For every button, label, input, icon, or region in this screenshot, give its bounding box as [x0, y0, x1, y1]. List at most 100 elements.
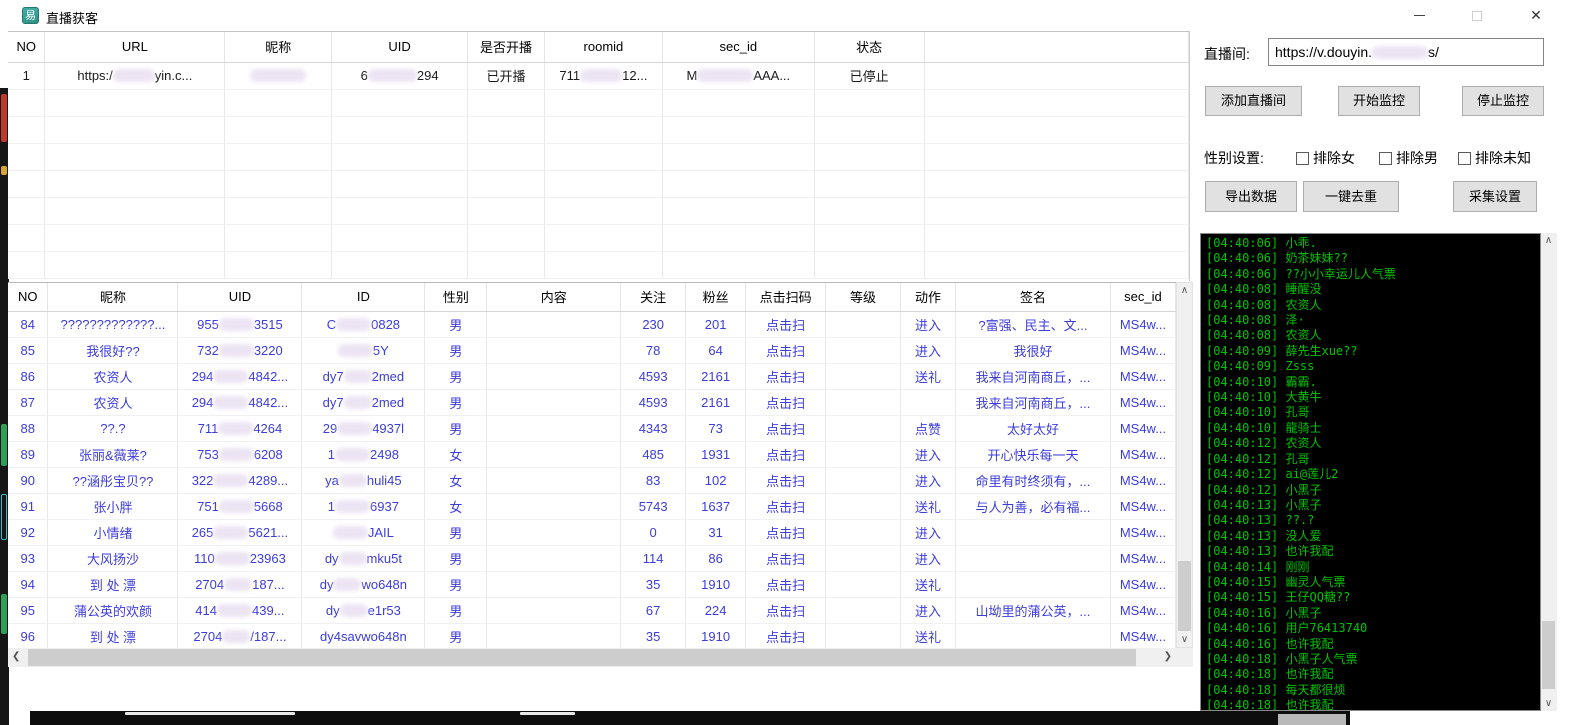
column-header[interactable]: UID — [177, 283, 303, 312]
checkbox-icon[interactable] — [1458, 152, 1471, 165]
table-row[interactable]: 1 https:/yin.c... 6 294 已开播 711 12... M AAA... 已停… — [8, 62, 1190, 90]
scroll-down-icon[interactable]: ∨ — [1180, 634, 1189, 645]
table-row[interactable]: 92 小情绪 265 5621... JAIL 男 0 31 点击扫 进入 MS4w... — [8, 519, 1177, 546]
table-row[interactable]: 94 到 处 漂 2704 187... dy wo648n 男 35 1910 点击扫 送礼 MS4… — [8, 571, 1177, 598]
table-cell — [8, 197, 46, 225]
scan-qrcode-link[interactable]: 点击扫 — [745, 441, 827, 468]
table-row[interactable]: 87 农资人 294 4842... dy7 2med 男 4593 2161 点击扫 我来自河南商… — [8, 389, 1177, 416]
stop-monitor-button[interactable]: 停止监控 — [1462, 86, 1544, 116]
audience-table-hscrollbar[interactable]: ❮ ❯ — [8, 648, 1176, 667]
column-header[interactable]: 关注 — [620, 283, 687, 312]
table-cell — [825, 415, 901, 442]
column-header[interactable]: 昵称 — [47, 283, 179, 312]
minimize-button[interactable] — [1396, 0, 1442, 30]
scroll-up-icon[interactable]: ∧ — [1544, 235, 1553, 246]
table-cell: MS4w... — [1110, 493, 1177, 520]
export-data-button[interactable]: 导出数据 — [1205, 181, 1297, 212]
scan-qrcode-link[interactable]: 点击扫 — [745, 597, 827, 624]
scroll-right-icon[interactable]: ❯ — [1163, 651, 1172, 662]
column-header[interactable]: roomid — [544, 32, 663, 63]
table-cell: 73 — [685, 415, 747, 442]
table-row[interactable]: 84?????????????... 955 3515 C 0828 男 230 201 点击扫… — [8, 311, 1177, 338]
scroll-down-icon[interactable]: ∨ — [1544, 698, 1553, 709]
gender-settings-label: 性别设置: — [1204, 150, 1264, 166]
console-vscrollbar[interactable]: ∧ ∨ — [1541, 233, 1557, 711]
scan-qrcode-link[interactable]: 点击扫 — [745, 363, 827, 390]
checkbox-icon[interactable] — [1379, 152, 1392, 165]
column-header[interactable]: 状态 — [814, 32, 925, 63]
table-row[interactable]: 96 到 处 漂 2704/187... dy4savwo648n 男 35 1910 点击扫… — [8, 623, 1177, 650]
table-row[interactable]: 89 张丽&薇莱? 753 6208 1 2498 女 485 1931 点击扫 进入 开心快乐每一天… — [8, 441, 1177, 468]
table-cell — [486, 597, 622, 624]
start-monitor-button[interactable]: 开始监控 — [1338, 86, 1420, 116]
table-row[interactable]: 93 大风扬沙 110 23963 dy mku5t 男 114 86 点击扫 进入 MS4w... — [8, 545, 1177, 572]
scrollbar-thumb[interactable] — [28, 649, 1136, 666]
column-header[interactable]: 昵称 — [224, 32, 333, 63]
scan-qrcode-link[interactable]: 点击扫 — [745, 389, 827, 416]
column-header[interactable]: 是否开播 — [467, 32, 545, 63]
column-header[interactable]: 等级 — [825, 283, 901, 312]
column-header[interactable]: 性别 — [424, 283, 488, 312]
liveroom-table: NO URL 昵称 UID 是否开播 roomid sec_id 状态 1 https:/yin.… — [8, 31, 1190, 281]
column-header[interactable] — [924, 32, 1190, 63]
scroll-up-icon[interactable]: ∧ — [1180, 285, 1189, 296]
scan-qrcode-link[interactable]: 点击扫 — [745, 337, 827, 364]
table-cell — [544, 143, 663, 171]
titlebar: 易 直播获客 ✕ — [0, 0, 1588, 30]
column-header[interactable]: 内容 — [486, 283, 622, 312]
table-cell — [924, 62, 1190, 90]
column-header[interactable]: NO — [8, 283, 49, 312]
dedupe-button[interactable]: 一键去重 — [1303, 181, 1399, 212]
column-header[interactable]: 动作 — [900, 283, 956, 312]
column-header[interactable]: NO — [8, 32, 46, 63]
scan-qrcode-link[interactable]: 点击扫 — [745, 311, 827, 338]
background-window-bar — [30, 711, 1350, 725]
scan-qrcode-link[interactable]: 点击扫 — [745, 571, 827, 598]
table-row[interactable]: 88??.? 711 4264 29 4937l 男 4343 73 点击扫 点赞 太好太好 MS4w… — [8, 415, 1177, 442]
table-cell — [486, 389, 622, 416]
table-cell: JAIL — [301, 519, 426, 546]
column-header[interactable]: 点击扫码 — [745, 283, 827, 312]
table-cell: 进入 — [900, 545, 956, 572]
column-header[interactable]: sec_id — [1110, 283, 1177, 312]
exclude-unknown-checkbox[interactable]: 排除未知 — [1458, 148, 1531, 168]
table-cell — [486, 363, 622, 390]
table-row[interactable]: 85 我很好?? 732 3220 5Y 男 78 64 点击扫 进入 我很好 MS4w... — [8, 337, 1177, 364]
collect-settings-button[interactable]: 采集设置 — [1453, 181, 1537, 212]
table-cell: MS4w... — [1110, 441, 1177, 468]
scrollbar-thumb[interactable] — [1542, 621, 1555, 689]
scan-qrcode-link[interactable]: 点击扫 — [745, 519, 827, 546]
scan-qrcode-link[interactable]: 点击扫 — [745, 545, 827, 572]
table-row[interactable]: 86 农资人 294 4842... dy7 2med 男 4593 2161 点击扫 送礼 我来自河… — [8, 363, 1177, 390]
column-header[interactable]: 签名 — [955, 283, 1111, 312]
column-header[interactable]: sec_id — [662, 32, 815, 63]
column-header[interactable]: UID — [331, 32, 469, 63]
table-row[interactable]: 95 蒲公英的欢颜 414 439... dy e1r53 男 67 224 点击扫 进入 山坳里的蒲… — [8, 597, 1177, 624]
exclude-female-label: 排除女 — [1313, 150, 1355, 166]
scan-qrcode-link[interactable]: 点击扫 — [745, 623, 827, 650]
column-header[interactable]: ID — [301, 283, 426, 312]
maximize-button[interactable] — [1454, 0, 1500, 30]
table-cell: MS4w... — [1110, 311, 1177, 338]
scan-qrcode-link[interactable]: 点击扫 — [745, 493, 827, 520]
checkbox-icon[interactable] — [1296, 152, 1309, 165]
column-header[interactable]: URL — [44, 32, 226, 63]
add-room-button[interactable]: 添加直播间 — [1205, 86, 1302, 116]
table-cell: MS4w... — [1110, 363, 1177, 390]
table-row[interactable]: 91 张小胖 751 5668 1 6937 女 5743 1637 点击扫 送礼 与人为善，必有福.… — [8, 493, 1177, 520]
table-cell: dy e1r53 — [301, 597, 426, 624]
audience-table-vscrollbar[interactable]: ∧ ∨ — [1176, 282, 1193, 648]
table-cell: 78 — [620, 337, 687, 364]
table-row[interactable]: 90 ??涵彤宝贝?? 322 4289... ya huli45 女 83 102 点击扫 进入命… — [8, 467, 1177, 494]
scroll-left-icon[interactable]: ❮ — [12, 651, 21, 662]
scan-qrcode-link[interactable]: 点击扫 — [745, 415, 827, 442]
table-cell — [224, 89, 333, 117]
exclude-female-checkbox[interactable]: 排除女 — [1296, 148, 1355, 168]
redacted-blur — [112, 69, 155, 82]
exclude-male-checkbox[interactable]: 排除男 — [1379, 148, 1438, 168]
column-header[interactable]: 粉丝 — [685, 283, 747, 312]
scan-qrcode-link[interactable]: 点击扫 — [745, 467, 827, 494]
scrollbar-thumb[interactable] — [1178, 561, 1191, 631]
room-url-input[interactable]: https://v.douyin. s/ — [1268, 38, 1544, 66]
close-icon[interactable]: ✕ — [1530, 7, 1542, 23]
